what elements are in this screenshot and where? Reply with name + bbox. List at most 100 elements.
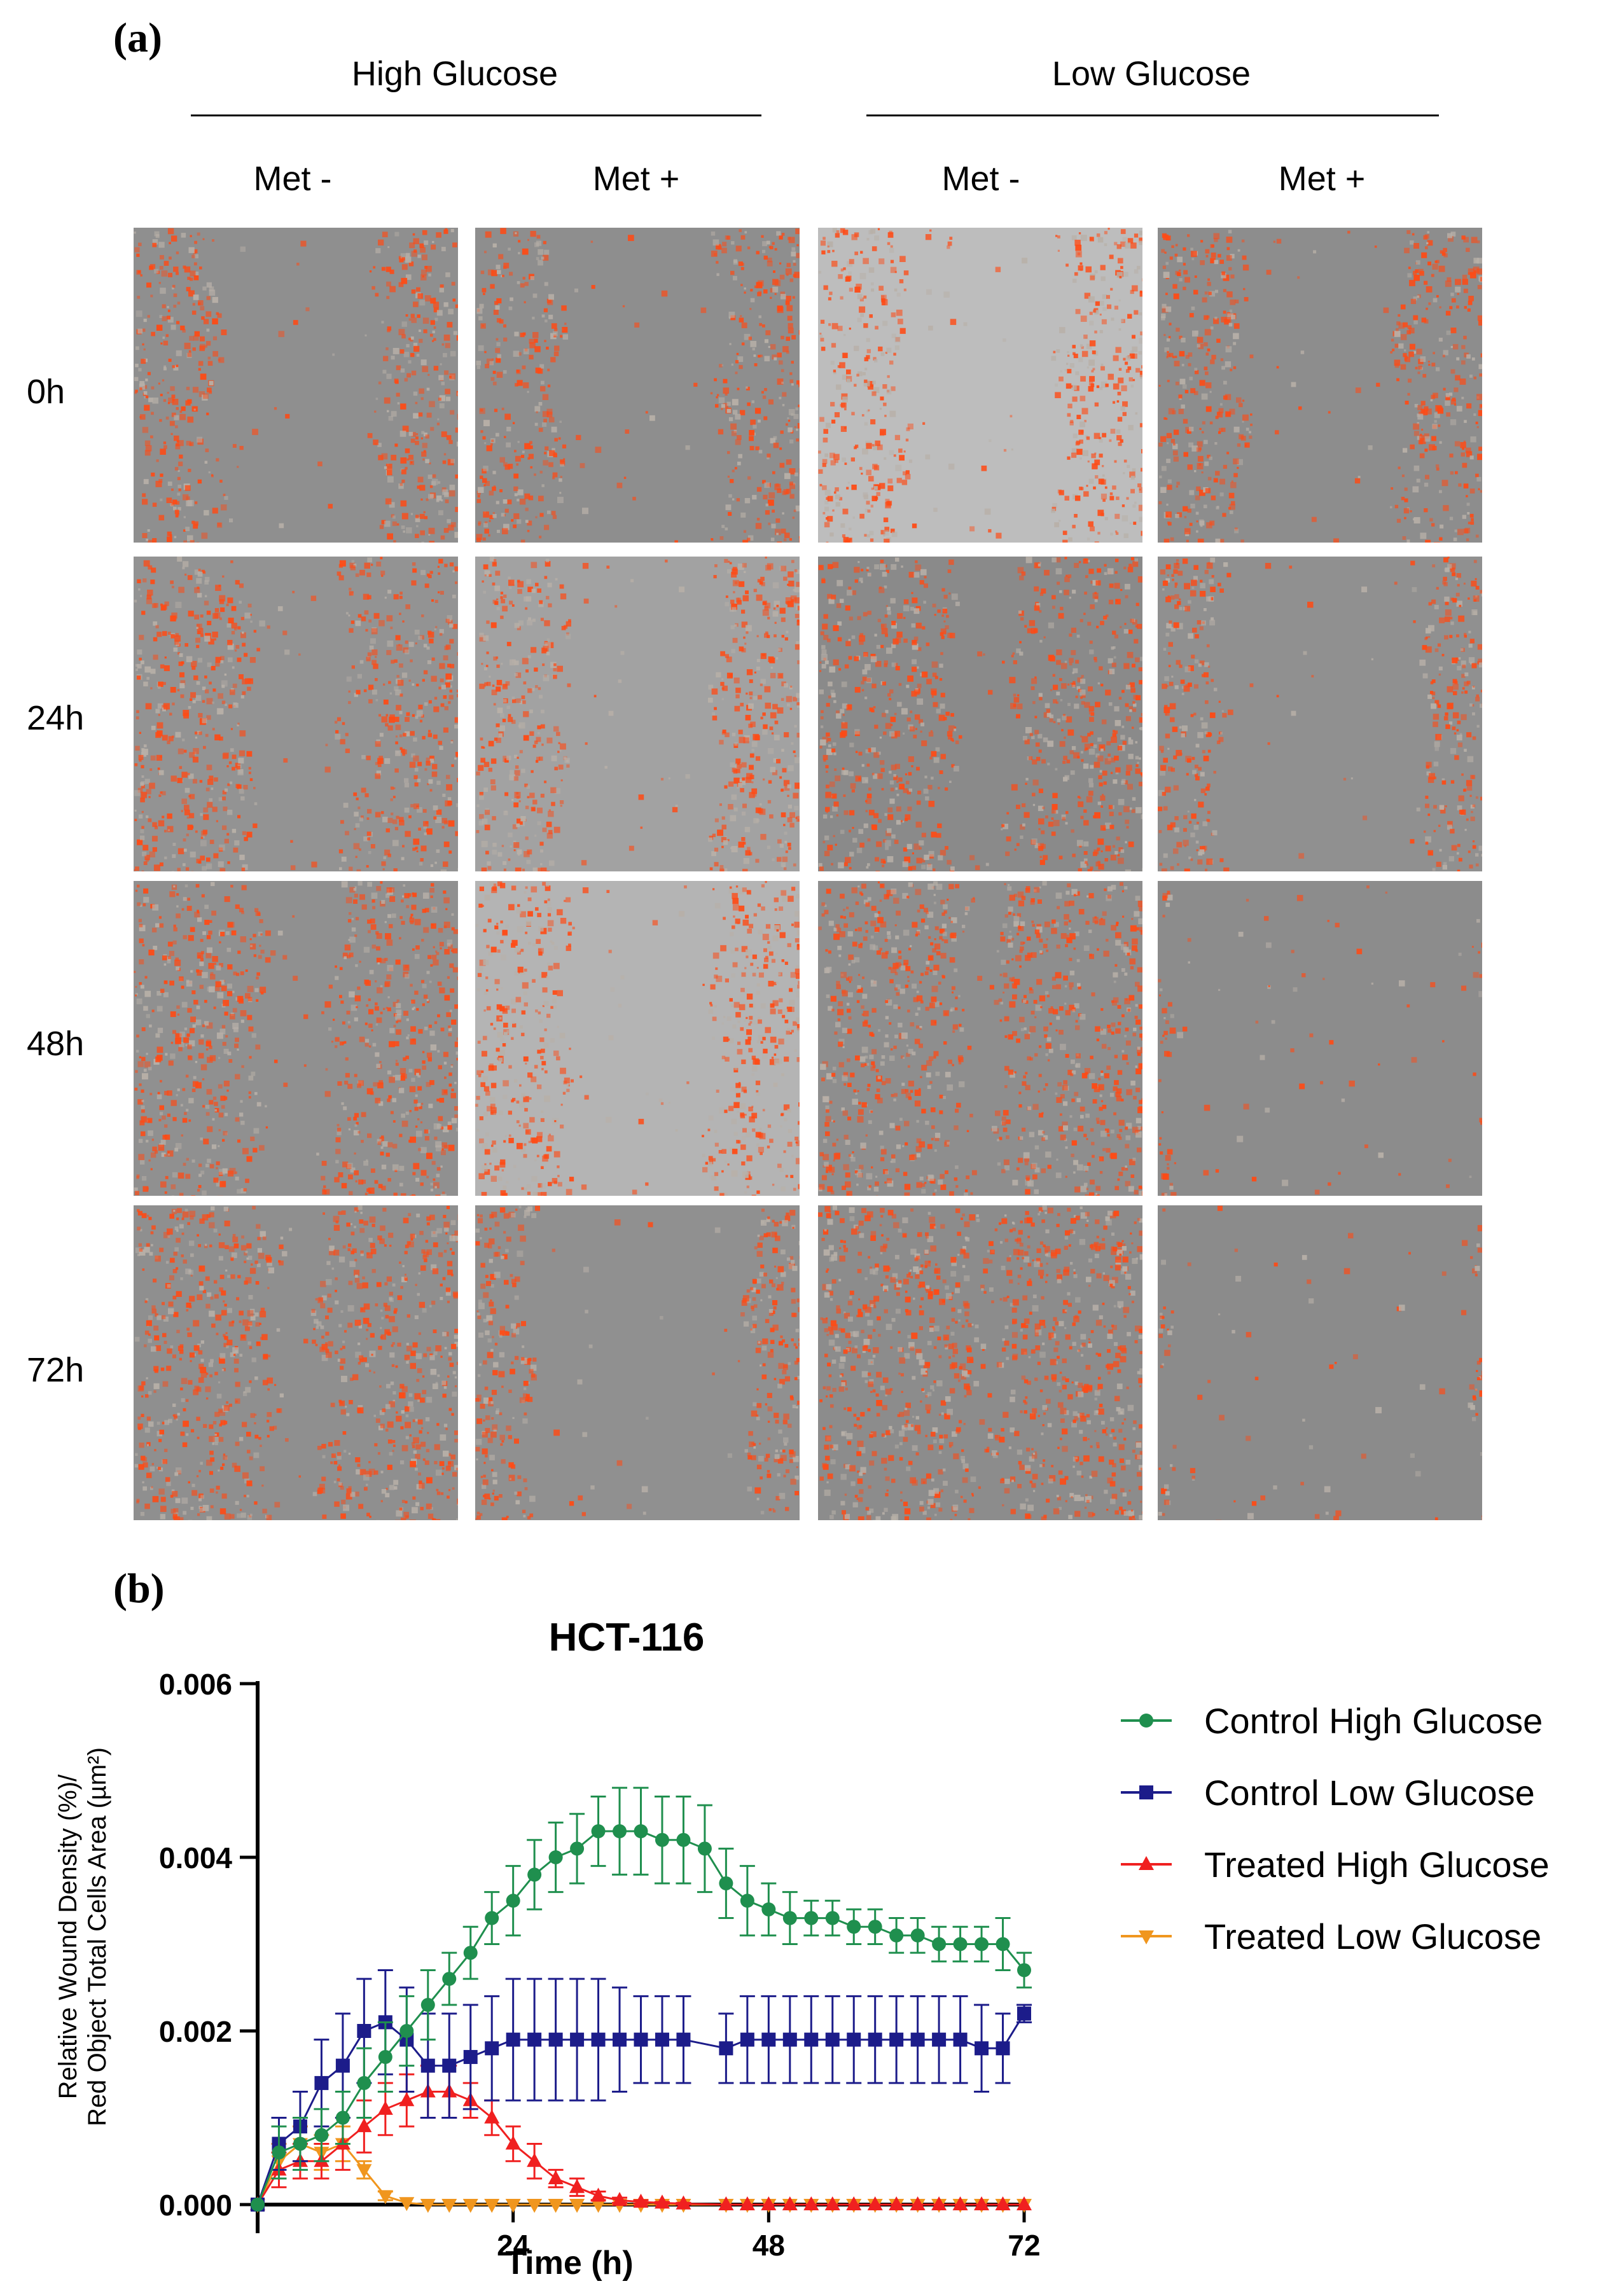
microscopy-tile-hg-met-minus-72h: [134, 1205, 458, 1520]
timepoint-label-0h: 0h: [27, 373, 66, 411]
control-high-glucose-point-21: [697, 1841, 712, 1856]
treated-high-glucose-point-32: [952, 2196, 968, 2210]
treated-high-glucose-point-28: [867, 2196, 883, 2210]
control-high-glucose-point-19: [655, 1832, 669, 1847]
treated-high-glucose-point-6: [377, 2100, 393, 2115]
control-low-glucose-point-17: [613, 2032, 627, 2047]
treated-low-glucose-point-15: [569, 2199, 585, 2213]
treated-high-glucose-point-31: [931, 2196, 947, 2210]
microscopy-tile-lg-met-plus-48h: [1158, 881, 1482, 1196]
control-high-glucose-point-26: [804, 1911, 819, 1925]
treated-low-glucose-point-6: [377, 2190, 393, 2205]
control-high-glucose-point-23: [740, 1894, 754, 1908]
treated-high-glucose-point-17: [612, 2192, 628, 2206]
microscopy-tile-hg-met-minus-24h: [134, 557, 458, 871]
control-high-glucose-point-24: [761, 1902, 776, 1916]
legend-label-control-high-glucose: Control High Glucose: [1204, 1701, 1543, 1741]
treated-high-glucose-point-33: [974, 2196, 990, 2210]
legend-label-treated-low-glucose: Treated Low Glucose: [1204, 1916, 1541, 1957]
control-high-glucose-point-6: [378, 2049, 392, 2064]
control-low-glucose-point-27: [847, 2032, 861, 2047]
group-title-high-glucose: High Glucose: [351, 55, 559, 93]
treated-high-glucose-point-29: [889, 2196, 905, 2210]
control-high-glucose-point-2: [293, 2137, 307, 2151]
control-low-glucose-point-33: [975, 2041, 989, 2056]
legend-marker-treated-low-glucose: [1139, 1930, 1154, 1944]
control-low-glucose-point-21: [719, 2041, 733, 2056]
control-low-glucose-point-35: [1017, 2006, 1031, 2021]
treated-high-glucose-point-13: [527, 2152, 543, 2167]
microscopy-tile-lg-met-minus-48h: [818, 881, 1142, 1196]
control-low-glucose-point-26: [825, 2032, 840, 2047]
treated-high-glucose-point-7: [399, 2092, 415, 2107]
control-high-glucose-point-36: [1017, 1963, 1031, 1978]
control-low-glucose-point-5: [357, 2024, 371, 2038]
treated-high-glucose-line: [256, 2091, 1024, 2206]
control-low-glucose-point-15: [570, 2032, 585, 2047]
microscopy-tile-lg-met-minus-72h: [818, 1205, 1142, 1520]
condition-label-hg-met-plus: Met +: [592, 160, 680, 198]
y-axis-label-line1: Relative Wound Density (%)/: [54, 1774, 82, 2099]
chart-title: HCT-116: [549, 1616, 705, 1659]
control-low-glucose-point-11: [485, 2041, 499, 2056]
control-high-glucose-point-17: [613, 1824, 627, 1839]
control-high-glucose-point-5: [357, 2075, 371, 2090]
treated-low-glucose-point-5: [356, 2164, 372, 2179]
control-high-glucose-point-10: [463, 1946, 478, 1960]
condition-label-hg-met-minus: Met -: [253, 160, 332, 198]
control-high-glucose-point-29: [868, 1920, 882, 1934]
treated-high-glucose-point-16: [590, 2187, 606, 2202]
treated-high-glucose-point-27: [846, 2196, 862, 2210]
microscopy-tile-hg-met-plus-24h: [475, 557, 800, 871]
treated-high-glucose-point-14: [548, 2170, 564, 2185]
control-high-glucose-point-28: [847, 1920, 861, 1934]
legend-label-treated-high-glucose: Treated High Glucose: [1204, 1845, 1550, 1885]
microscopy-tile-hg-met-plus-72h: [475, 1205, 800, 1520]
treated-high-glucose-point-26: [824, 2196, 840, 2210]
y-tick-label-2: 0.004: [159, 1841, 233, 1874]
legend-label-control-low-glucose: Control Low Glucose: [1204, 1773, 1535, 1813]
control-low-glucose-point-4: [335, 2058, 350, 2073]
control-high-glucose-point-4: [335, 2110, 350, 2125]
control-high-glucose-point-7: [399, 2024, 414, 2038]
control-high-glucose-point-20: [676, 1832, 691, 1847]
control-high-glucose-point-25: [782, 1911, 797, 1925]
treated-high-glucose-point-18: [633, 2193, 649, 2208]
microscopy-tile-lg-met-plus-72h: [1158, 1205, 1482, 1520]
control-low-glucose-point-22: [740, 2032, 754, 2047]
microscopy-tile-lg-met-plus-24h: [1158, 557, 1482, 871]
treated-high-glucose-point-34: [995, 2196, 1011, 2210]
control-high-glucose-point-35: [996, 1937, 1010, 1951]
timepoint-label-48h: 48h: [27, 1025, 85, 1063]
control-low-glucose-point-19: [655, 2032, 669, 2047]
treated-high-glucose-point-25: [803, 2196, 819, 2210]
control-high-glucose-point-12: [506, 1894, 520, 1908]
timepoint-label-24h: 24h: [27, 699, 85, 737]
treated-high-glucose-point-21: [718, 2196, 734, 2210]
control-high-glucose-point-1: [272, 2145, 286, 2160]
control-high-glucose-point-18: [634, 1824, 648, 1839]
control-high-glucose-point-33: [953, 1937, 968, 1951]
treated-high-glucose-point-20: [676, 2195, 691, 2210]
control-low-glucose-point-23: [761, 2032, 776, 2047]
microscopy-tile-lg-met-plus-0h: [1158, 228, 1482, 543]
control-low-glucose-point-10: [463, 2049, 478, 2064]
condition-label-lg-met-minus: Met -: [941, 160, 1020, 198]
control-high-glucose-point-16: [591, 1824, 606, 1839]
treated-low-glucose-point-12: [505, 2199, 521, 2213]
control-low-glucose-point-29: [889, 2032, 904, 2047]
legend-marker-control-low-glucose: [1139, 1785, 1153, 1799]
microscopy-tile-hg-met-minus-0h: [134, 228, 458, 543]
control-low-glucose-point-12: [506, 2032, 520, 2047]
control-low-glucose-point-18: [634, 2032, 648, 2047]
treated-high-glucose-point-5: [356, 2118, 372, 2133]
control-high-glucose-point-8: [420, 1998, 435, 2012]
control-low-glucose-point-8: [420, 2058, 435, 2073]
treated-low-glucose-point-8: [420, 2199, 436, 2213]
treated-high-glucose-point-35: [1017, 2196, 1032, 2210]
treated-low-glucose-point-13: [527, 2199, 543, 2213]
control-low-glucose-point-16: [591, 2032, 606, 2047]
control-low-glucose-point-24: [782, 2032, 797, 2047]
microscopy-tile-lg-met-minus-0h: [818, 228, 1142, 543]
y-tick-label-3: 0.006: [159, 1668, 232, 1701]
